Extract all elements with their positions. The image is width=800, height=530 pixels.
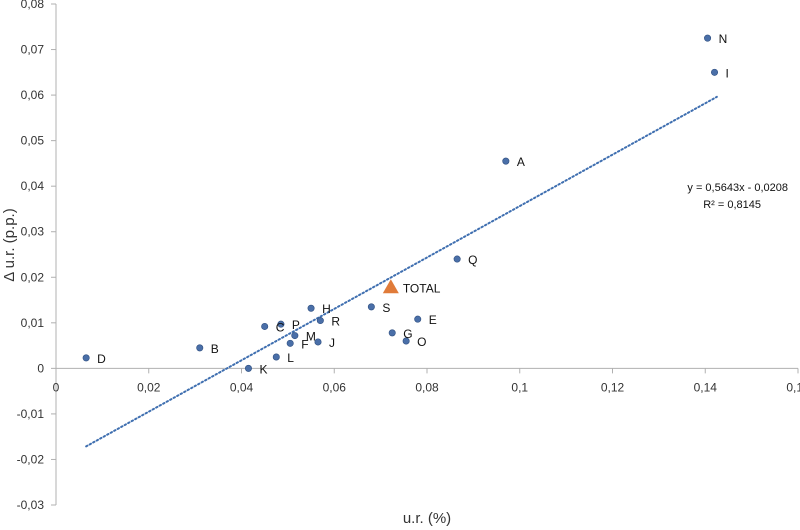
y-tick-label: 0,01 bbox=[21, 316, 45, 330]
data-point bbox=[291, 332, 299, 340]
data-point bbox=[307, 304, 315, 312]
x-tick-label: 0,14 bbox=[694, 380, 718, 394]
x-tick-label: 0,02 bbox=[137, 380, 161, 394]
data-point bbox=[196, 344, 204, 352]
point-label: H bbox=[322, 302, 331, 316]
data-point bbox=[704, 34, 712, 42]
data-point bbox=[414, 315, 422, 323]
total-marker bbox=[382, 279, 399, 294]
x-tick-label: 0,06 bbox=[323, 380, 347, 394]
point-label: R bbox=[331, 315, 340, 329]
tick-labels: -0,03 -0,02 -0,01 0 0,01 0,02 0,03 0,04 0,05 0,06… bbox=[17, 0, 800, 512]
point-label: A bbox=[517, 155, 525, 169]
y-axis-title: Δ u.r. (p.p.) bbox=[1, 208, 18, 281]
y-tick-label: 0,04 bbox=[21, 179, 45, 193]
data-point bbox=[244, 364, 252, 372]
point-label: G bbox=[403, 327, 412, 341]
point-label: J bbox=[329, 336, 335, 350]
data-point bbox=[711, 68, 719, 76]
point-label: K bbox=[259, 362, 267, 376]
x-tick-label: 0 bbox=[53, 380, 60, 394]
x-tick-label: 0,16 bbox=[786, 380, 800, 394]
point-label: P bbox=[292, 318, 300, 332]
point-label: I bbox=[726, 66, 729, 80]
y-tick-label: -0,03 bbox=[17, 498, 45, 512]
x-tick-label: 0,04 bbox=[230, 380, 254, 394]
trendline-equation: y = 0,5643x - 0,0208 bbox=[687, 182, 788, 194]
data-point bbox=[261, 322, 269, 330]
y-tick-label: 0,06 bbox=[21, 88, 45, 102]
x-axis-title: u.r. (%) bbox=[403, 510, 451, 527]
point-label: E bbox=[429, 313, 437, 327]
point-label: M bbox=[306, 330, 316, 344]
y-tick-label: -0,01 bbox=[17, 407, 45, 421]
point-label: L bbox=[287, 351, 294, 365]
y-tick-label: -0,02 bbox=[17, 452, 45, 466]
data-point bbox=[277, 320, 285, 328]
data-point bbox=[272, 353, 280, 361]
trendline-layer bbox=[85, 95, 718, 448]
point-label: C bbox=[276, 320, 285, 334]
y-tick-label: 0,02 bbox=[21, 270, 45, 284]
data-point bbox=[402, 337, 410, 345]
data-points bbox=[82, 34, 719, 372]
point-label: Q bbox=[468, 253, 477, 267]
trendline-r-squared: R² = 0,8145 bbox=[703, 199, 761, 211]
point-label: O bbox=[417, 335, 426, 349]
point-label: D bbox=[97, 352, 106, 366]
x-tick-label: 0,1 bbox=[511, 380, 528, 394]
data-point bbox=[502, 157, 510, 165]
x-tick-label: 0,08 bbox=[415, 380, 439, 394]
point-label: N bbox=[719, 32, 728, 46]
axes bbox=[51, 3, 799, 506]
y-tick-label: 0,05 bbox=[21, 134, 45, 148]
y-tick-label: 0,08 bbox=[21, 0, 45, 11]
point-label: B bbox=[211, 342, 219, 356]
data-point bbox=[388, 329, 396, 337]
trendline bbox=[85, 95, 718, 448]
data-point bbox=[314, 338, 322, 346]
point-label: S bbox=[382, 301, 390, 315]
data-point bbox=[453, 255, 461, 263]
data-point bbox=[367, 303, 375, 311]
data-point bbox=[82, 354, 90, 362]
total-label: TOTAL bbox=[403, 281, 441, 295]
data-point bbox=[316, 317, 324, 325]
y-tick-label: 0,07 bbox=[21, 43, 45, 57]
y-tick-label: 0 bbox=[37, 361, 44, 375]
point-label: F bbox=[301, 337, 308, 351]
data-point bbox=[286, 339, 294, 347]
x-tick-label: 0,12 bbox=[601, 380, 625, 394]
point-labels: A B C D E F G H I J K LM N O P Q R S TOTAL bbox=[97, 32, 729, 376]
y-tick-label: 0,03 bbox=[21, 225, 45, 239]
